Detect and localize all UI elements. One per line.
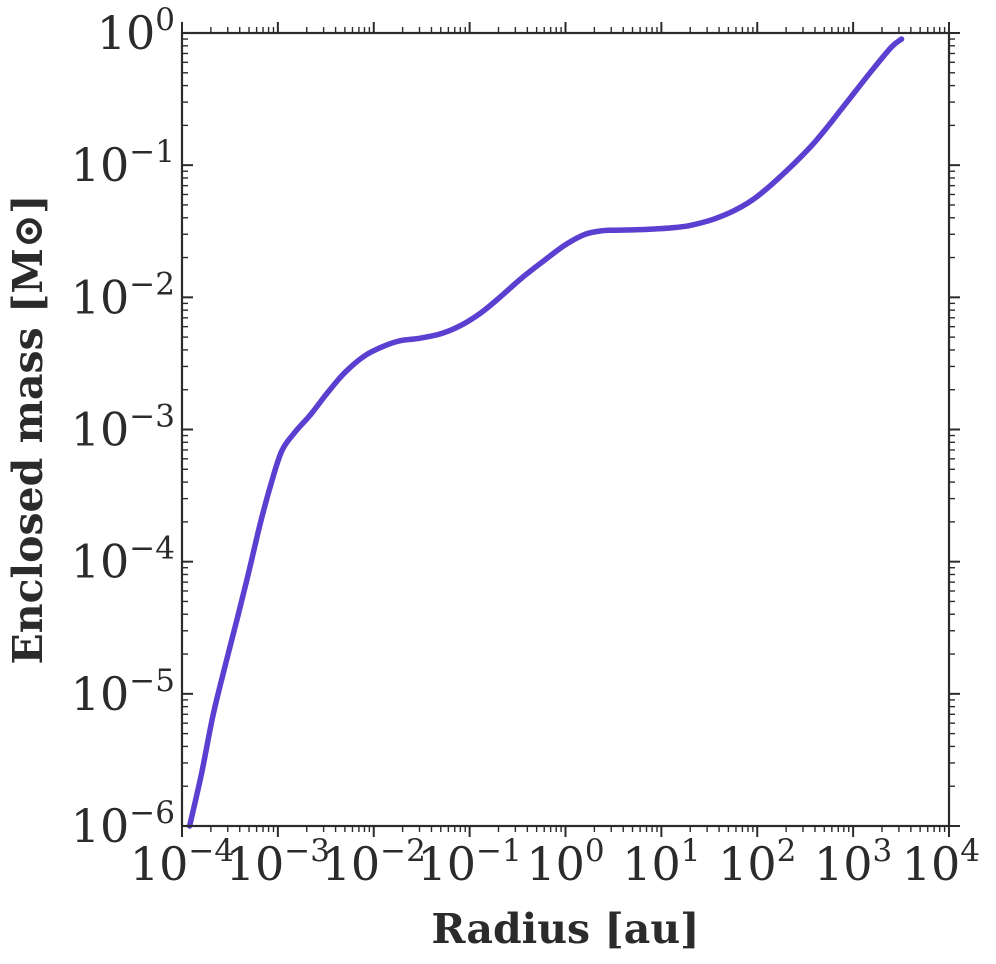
x-tick-label: 10−2 [322, 833, 426, 891]
y-tick-labels: 10−6 10−5 10−4 10−3 10−2 10−1 100 [71, 2, 175, 853]
y-tick-label: 10−6 [71, 795, 175, 853]
x-tick-labels: 10−410−310−210−1 100 101 102 103 104 [130, 833, 980, 891]
y-tick-label: 10−1 [71, 134, 175, 192]
series-line [186, 36, 905, 829]
y-tick-label: 10−4 [71, 531, 175, 589]
y-tick-label: 10−5 [71, 663, 175, 721]
y-tick-label: 10−3 [71, 399, 175, 457]
x-axis-title: Radius [au] [431, 905, 699, 953]
y-tick-label: 100 [97, 2, 175, 60]
x-tick-label: 100 [526, 833, 604, 891]
x-tick-label: 103 [814, 833, 892, 891]
x-tick-label: 10−4 [130, 833, 234, 891]
x-tick-label: 102 [718, 833, 796, 891]
y-tick-label: 10−2 [71, 266, 175, 324]
x-tick-label: 101 [622, 833, 700, 891]
series-layer [186, 36, 905, 829]
x-tick-label: 10−3 [226, 833, 330, 891]
axes-frame [180, 31, 951, 828]
y-axis-title: Enclosed mass [M⊙] [4, 195, 52, 665]
x-tick-label: 104 [902, 833, 980, 891]
x-tick-label: 10−1 [418, 833, 522, 891]
